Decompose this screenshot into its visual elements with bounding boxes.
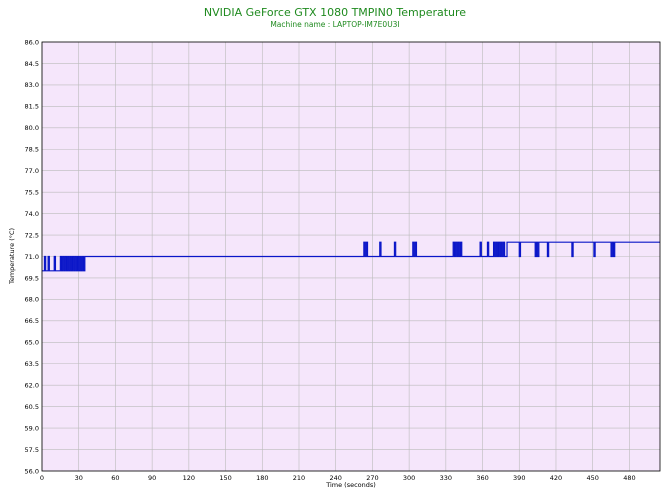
y-tick-label: 71.0 <box>25 253 39 261</box>
series-line <box>42 241 660 272</box>
x-tick-label: 360 <box>476 474 488 482</box>
x-tick-label: 420 <box>550 474 562 482</box>
y-tick-label: 84.5 <box>25 60 39 68</box>
y-tick-label: 69.5 <box>25 274 39 282</box>
x-tick-label: 150 <box>219 474 231 482</box>
y-tick-label: 62.0 <box>25 382 39 390</box>
x-tick-label: 240 <box>329 474 341 482</box>
x-tick-label: 180 <box>256 474 268 482</box>
x-tick-label: 30 <box>75 474 83 482</box>
x-tick-label: 390 <box>513 474 525 482</box>
y-tick-label: 65.0 <box>25 339 39 347</box>
y-tick-label: 59.0 <box>25 424 39 432</box>
y-tick-label: 83.0 <box>25 81 39 89</box>
y-tick-label: 86.0 <box>25 38 39 46</box>
y-tick-label: 60.5 <box>25 403 39 411</box>
x-tick-label: 210 <box>293 474 305 482</box>
y-tick-label: 81.5 <box>25 103 39 111</box>
y-tick-label: 77.0 <box>25 167 39 175</box>
y-tick-label: 56.0 <box>25 467 39 475</box>
x-tick-label: 270 <box>366 474 378 482</box>
y-tick-label: 63.5 <box>25 360 39 368</box>
x-tick-label: 330 <box>440 474 452 482</box>
x-tick-label: 300 <box>403 474 415 482</box>
y-tick-label: 66.5 <box>25 317 39 325</box>
x-tick-label: 90 <box>148 474 156 482</box>
x-tick-label: 60 <box>111 474 119 482</box>
axis-ticks: 56.0 57.5 59.0 60.5 62.0 63.5 65.0 66.5 68.0 69.5… <box>25 38 636 482</box>
y-tick-label: 57.5 <box>25 446 39 454</box>
y-tick-label: 80.0 <box>25 124 39 132</box>
plot-border <box>41 41 661 472</box>
y-axis-label: Temperature (°C) <box>8 228 16 285</box>
x-tick-label: 480 <box>623 474 635 482</box>
x-tick-label: 450 <box>586 474 598 482</box>
y-tick-label: 78.5 <box>25 146 39 154</box>
y-tick-label: 74.0 <box>25 210 39 218</box>
x-tick-label: 0 <box>40 474 44 482</box>
chart-title: NVIDIA GeForce GTX 1080 TMPIN0 Temperatu… <box>204 6 466 19</box>
x-tick-label: 120 <box>183 474 195 482</box>
chart-subtitle: Machine name : LAPTOP-IM7E0U3I <box>270 20 399 29</box>
y-tick-label: 68.0 <box>25 296 39 304</box>
y-tick-label: 72.5 <box>25 231 39 239</box>
y-tick-label: 75.5 <box>25 188 39 196</box>
x-axis-label: Time (seconds) <box>325 481 376 489</box>
